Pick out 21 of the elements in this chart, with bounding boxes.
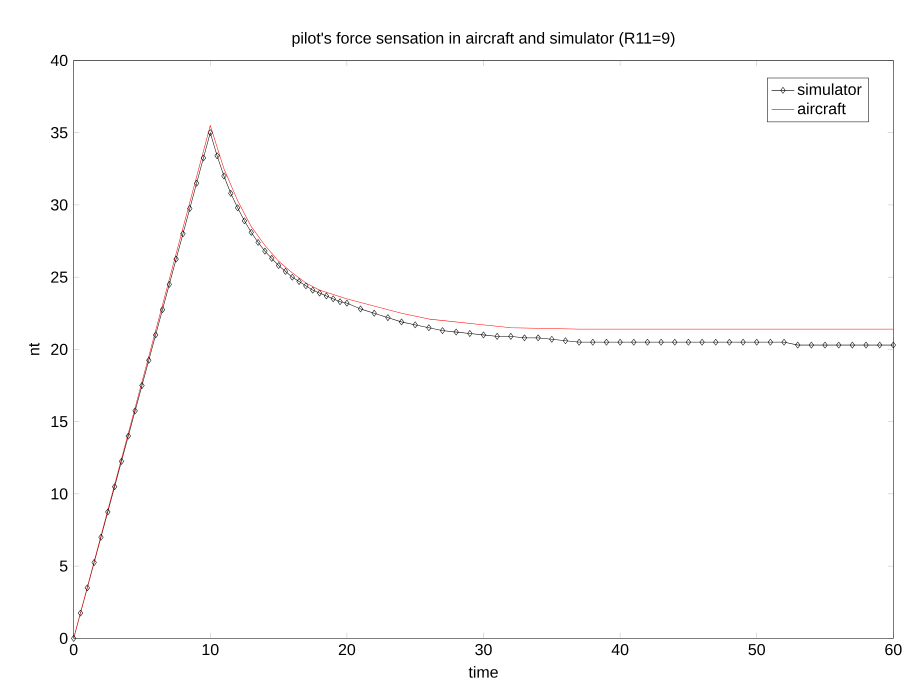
x-tick-label: 50 [748, 644, 765, 656]
chart-title: pilot's force sensation in aircraft and simulator (R11=9) [292, 32, 674, 47]
y-tick-label: 35 [50, 127, 68, 138]
y-tick-label: 20 [51, 344, 68, 356]
y-tick-label: 40 [50, 54, 68, 66]
x-tick-label: 30 [475, 644, 492, 656]
x-axis-title: time [468, 666, 498, 678]
x-tick-label: 10 [202, 644, 219, 656]
x-tick-label: 60 [885, 644, 902, 656]
y-tick-label: 15 [52, 416, 68, 428]
legend-label: simulator [798, 83, 862, 96]
x-tick-label: 0 [70, 644, 78, 656]
y-tick-label: 25 [51, 272, 68, 283]
y-tick-label: 10 [52, 488, 68, 500]
y-tick-label: 0 [60, 632, 68, 644]
x-tick-label: 40 [612, 644, 628, 656]
x-tick-label: 20 [338, 644, 356, 656]
y-axis-title: nt [29, 342, 40, 356]
y-tick-label: 5 [60, 560, 68, 572]
legend-label: aircraft [798, 102, 846, 114]
y-tick-label: 30 [50, 199, 68, 211]
